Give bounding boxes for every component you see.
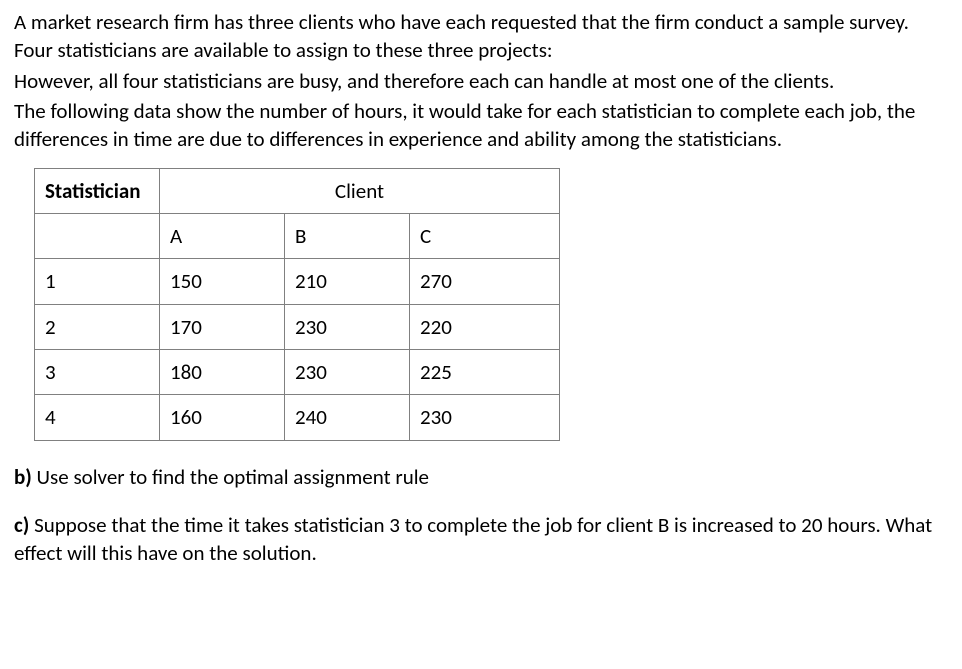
questions-block: b) Use solver to find the optimal assign… (14, 463, 948, 568)
question-c: c) Suppose that the time it takes statis… (14, 511, 948, 568)
document-page: A market research firm has three clients… (0, 0, 962, 568)
cell-value: 170 (160, 304, 285, 349)
question-b-label: b) (14, 464, 32, 490)
row-id: 4 (35, 395, 160, 440)
question-b: b) Use solver to find the optimal assign… (14, 463, 948, 491)
row-id: 1 (35, 259, 160, 304)
cell-value: 180 (160, 350, 285, 395)
cell-value: 220 (410, 304, 560, 349)
question-c-label: c) (14, 512, 29, 538)
column-a: A (160, 214, 285, 259)
table-row: 4 160 240 230 (35, 395, 560, 440)
row-id: 3 (35, 350, 160, 395)
cell-value: 210 (285, 259, 410, 304)
table-header-row-1: Statistician Client (35, 168, 560, 213)
table-row: 2 170 230 220 (35, 304, 560, 349)
question-b-text: Use solver to find the optimal assignmen… (32, 464, 429, 490)
intro-paragraph-2: However, all four statisticians are busy… (14, 67, 948, 95)
row-id: 2 (35, 304, 160, 349)
table-row: 1 150 210 270 (35, 259, 560, 304)
header-client: Client (160, 168, 560, 213)
intro-paragraph-1: A market research firm has three clients… (14, 8, 948, 65)
cell-value: 230 (285, 350, 410, 395)
cell-value: 150 (160, 259, 285, 304)
cell-value: 230 (410, 395, 560, 440)
cell-value: 270 (410, 259, 560, 304)
hours-table: Statistician Client A B C 1 150 210 270 … (34, 168, 560, 441)
header-statistician: Statistician (35, 168, 160, 213)
problem-intro: A market research firm has three clients… (14, 8, 948, 154)
intro-paragraph-3: The following data show the number of ho… (14, 97, 948, 154)
question-c-text: Suppose that the time it takes statistic… (14, 512, 932, 566)
cell-value: 225 (410, 350, 560, 395)
column-b: B (285, 214, 410, 259)
cell-value: 230 (285, 304, 410, 349)
cell-value: 240 (285, 395, 410, 440)
cell-value: 160 (160, 395, 285, 440)
table-row: 3 180 230 225 (35, 350, 560, 395)
spacer (14, 493, 948, 511)
table-header-row-2: A B C (35, 214, 560, 259)
header-blank (35, 214, 160, 259)
column-c: C (410, 214, 560, 259)
